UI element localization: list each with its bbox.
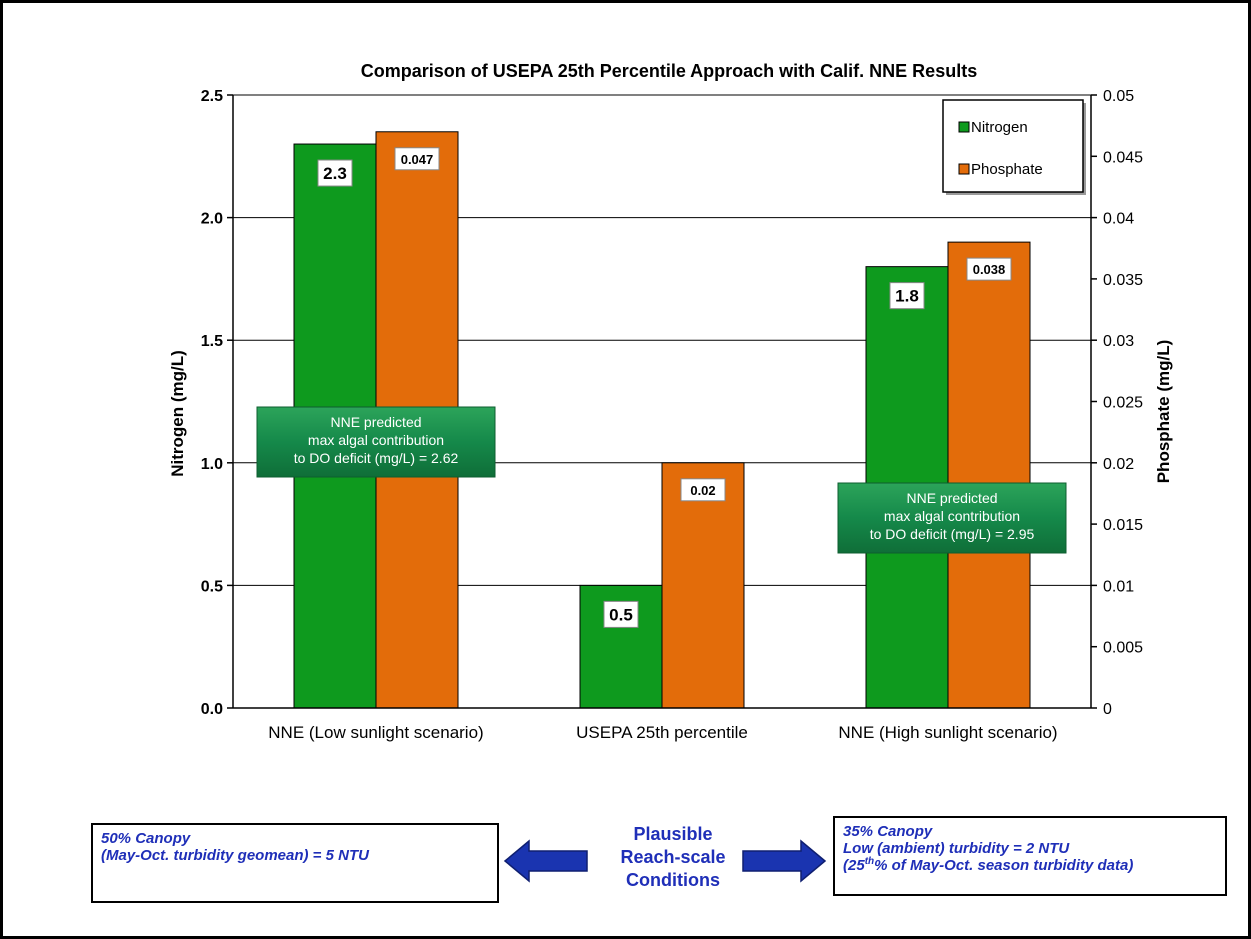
y-tick-label-right: 0.03: [1103, 333, 1134, 350]
right-box-turbidity: Low (ambient) turbidity = 2 NTU: [843, 840, 1070, 857]
legend-label-phosphate: Phosphate: [971, 161, 1043, 178]
x-tick-label: NNE (Low sunlight scenario): [268, 723, 483, 742]
y-tick-label-right: 0: [1103, 701, 1112, 718]
data-label: 0.02: [690, 483, 715, 498]
left-box-turbidity: (May-Oct. turbidity geomean) = 5 NTU: [101, 847, 369, 864]
center-label-line1: Plausible: [633, 824, 713, 844]
x-tick-label: NNE (High sunlight scenario): [838, 723, 1057, 742]
bar-phosphate: [661, 462, 745, 709]
annotation-text: NNE predicted: [330, 414, 421, 430]
annotation-text: to DO deficit (mg/L) = 2.95: [870, 526, 1035, 542]
y-tick-label-left: 0.5: [201, 578, 223, 595]
data-label: 1.8: [895, 287, 919, 306]
legend-label-nitrogen: Nitrogen: [971, 119, 1028, 136]
y-tick-label-left: 2.0: [201, 211, 223, 228]
data-label-box: [966, 257, 1012, 281]
y-tick-label-right: 0.025: [1103, 395, 1143, 412]
y-tick-label-right: 0.045: [1103, 149, 1143, 166]
y-tick-label-left: 0.0: [201, 701, 223, 718]
bar-phosphate: [947, 241, 1031, 709]
right-box-percentile-prefix: (25: [843, 857, 865, 874]
left-arrow-icon: [503, 839, 588, 883]
y-axis-label-left: Nitrogen (mg/L): [168, 350, 187, 477]
y-tick-label-right: 0.01: [1103, 578, 1134, 595]
high-sunlight-conditions-box: 35% Canopy Low (ambient) turbidity = 2 N…: [833, 816, 1227, 896]
annotation-text: max algal contribution: [308, 432, 444, 448]
data-label-box: [603, 600, 639, 628]
data-label-box: [680, 478, 726, 502]
data-label-box: [317, 159, 353, 187]
right-box-percentile: (25th% of May-Oct. season turbidity data…: [843, 856, 1217, 875]
y-tick-label-right: 0.035: [1103, 272, 1143, 289]
legend-swatch-nitrogen: [958, 121, 970, 133]
legend: [942, 99, 1084, 193]
right-arrow-icon: [742, 839, 827, 883]
y-tick-label-left: 1.0: [201, 456, 223, 473]
left-box-canopy: 50% Canopy: [101, 830, 191, 847]
center-label-line3: Conditions: [626, 870, 720, 890]
y-tick-label-right: 0.015: [1103, 517, 1143, 534]
annotation-text: to DO deficit (mg/L) = 2.62: [294, 450, 459, 466]
chart: Comparison of USEPA 25th Percentile Appr…: [168, 61, 1173, 742]
right-box-percentile-suffix: % of May-Oct. season turbidity data): [874, 857, 1134, 874]
center-label-line2: Reach-scale: [620, 847, 726, 867]
y-tick-label-left: 2.5: [201, 88, 223, 105]
annotation-text: max algal contribution: [884, 508, 1020, 524]
data-label: 2.3: [323, 164, 347, 183]
y-axis-label-right: Phosphate (mg/L): [1154, 340, 1173, 484]
data-label: 0.5: [609, 605, 633, 624]
data-label: 0.038: [973, 262, 1006, 277]
y-tick-label-right: 0.005: [1103, 640, 1143, 657]
annotation-text: NNE predicted: [906, 490, 997, 506]
data-label-box: [394, 147, 440, 171]
y-tick-label-right: 0.02: [1103, 456, 1134, 473]
chart-title: Comparison of USEPA 25th Percentile Appr…: [361, 61, 977, 81]
x-tick-label: USEPA 25th percentile: [576, 723, 748, 742]
low-sunlight-conditions-box: 50% Canopy (May-Oct. turbidity geomean) …: [91, 823, 499, 903]
annotation-box: [256, 406, 496, 478]
legend-swatch-phosphate: [958, 163, 970, 175]
y-tick-label-left: 1.5: [201, 333, 223, 350]
y-tick-label-right: 0.04: [1103, 211, 1134, 228]
y-tick-label-right: 0.05: [1103, 88, 1134, 105]
data-label: 0.047: [401, 152, 434, 167]
data-label-box: [889, 282, 925, 310]
right-box-percentile-sup: th: [864, 856, 875, 867]
right-box-canopy: 35% Canopy: [843, 823, 933, 840]
annotation-box: [837, 482, 1067, 554]
plausible-conditions-label: Plausible Reach-scale Conditions: [593, 823, 753, 892]
